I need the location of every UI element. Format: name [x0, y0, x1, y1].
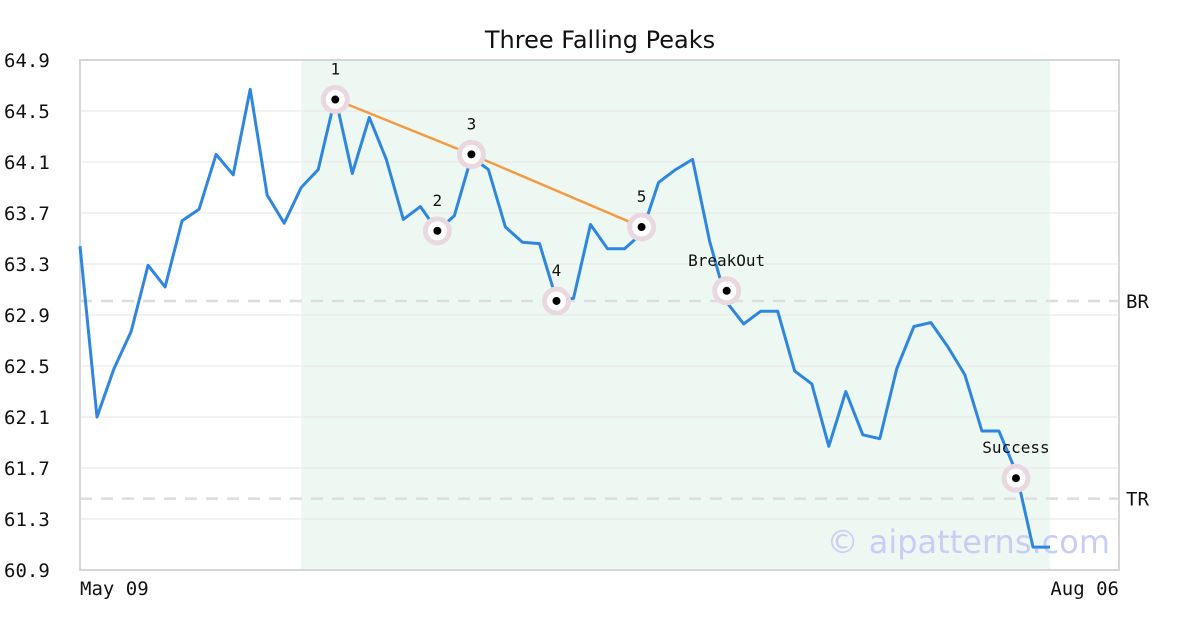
y-tick-label: 64.5 — [4, 101, 50, 123]
marker-dot — [722, 286, 731, 295]
reference-line-label: TR — [1126, 489, 1149, 511]
y-tick-label: 61.7 — [4, 458, 50, 480]
reference-line-label: BR — [1126, 291, 1149, 313]
y-axis-ticks: 64.9 64.5 64.1 63.7 63.3 62.9 62.5 62.1 61.7 61.3… — [4, 50, 50, 582]
y-tick-label: 62.5 — [4, 356, 50, 378]
marker-dot — [552, 296, 561, 305]
pattern-marker: 5 — [627, 187, 657, 242]
pattern-marker: 3 — [456, 114, 486, 169]
gridlines — [80, 110, 1119, 520]
marker-label: 2 — [433, 191, 443, 210]
pattern-marker: Success — [982, 438, 1050, 493]
y-tick-label: 62.9 — [4, 305, 50, 327]
pattern-marker: 4 — [541, 261, 571, 316]
y-tick-label: 61.3 — [4, 509, 50, 531]
y-tick-label: 64.9 — [4, 50, 50, 72]
plot-frame — [79, 59, 1120, 571]
pattern-marker: 1 — [320, 60, 350, 115]
y-tick-label: 60.9 — [4, 560, 50, 582]
x-tick-label: Aug 06 — [1050, 578, 1119, 600]
markers-layer: 1 2 3 4 5 BreakOut Success — [320, 60, 1050, 493]
marker-dot — [1011, 474, 1020, 483]
marker-label: Success — [982, 438, 1049, 457]
y-tick-label: 63.7 — [4, 203, 50, 225]
marker-label: 3 — [467, 114, 477, 133]
marker-dot — [331, 95, 340, 104]
marker-dot — [433, 226, 442, 235]
marker-dot — [467, 150, 476, 159]
marker-label: 1 — [330, 60, 340, 79]
y-tick-label: 62.1 — [4, 407, 50, 429]
watermark: © aipatterns.com — [827, 523, 1110, 561]
y-tick-label: 64.1 — [4, 152, 50, 174]
chart-title: Three Falling Peaks — [484, 26, 715, 54]
pattern-marker: 2 — [422, 191, 452, 246]
y-tick-label: 63.3 — [4, 254, 50, 276]
marker-label: BreakOut — [688, 251, 765, 270]
pattern-marker: BreakOut — [688, 251, 765, 306]
marker-dot — [637, 223, 646, 232]
x-tick-label: May 09 — [80, 578, 149, 600]
marker-label: 5 — [637, 187, 647, 206]
x-axis-ticks: May 09 Aug 06 — [80, 578, 1119, 600]
marker-label: 4 — [552, 261, 562, 280]
reference-lines: BR TR — [80, 291, 1149, 511]
